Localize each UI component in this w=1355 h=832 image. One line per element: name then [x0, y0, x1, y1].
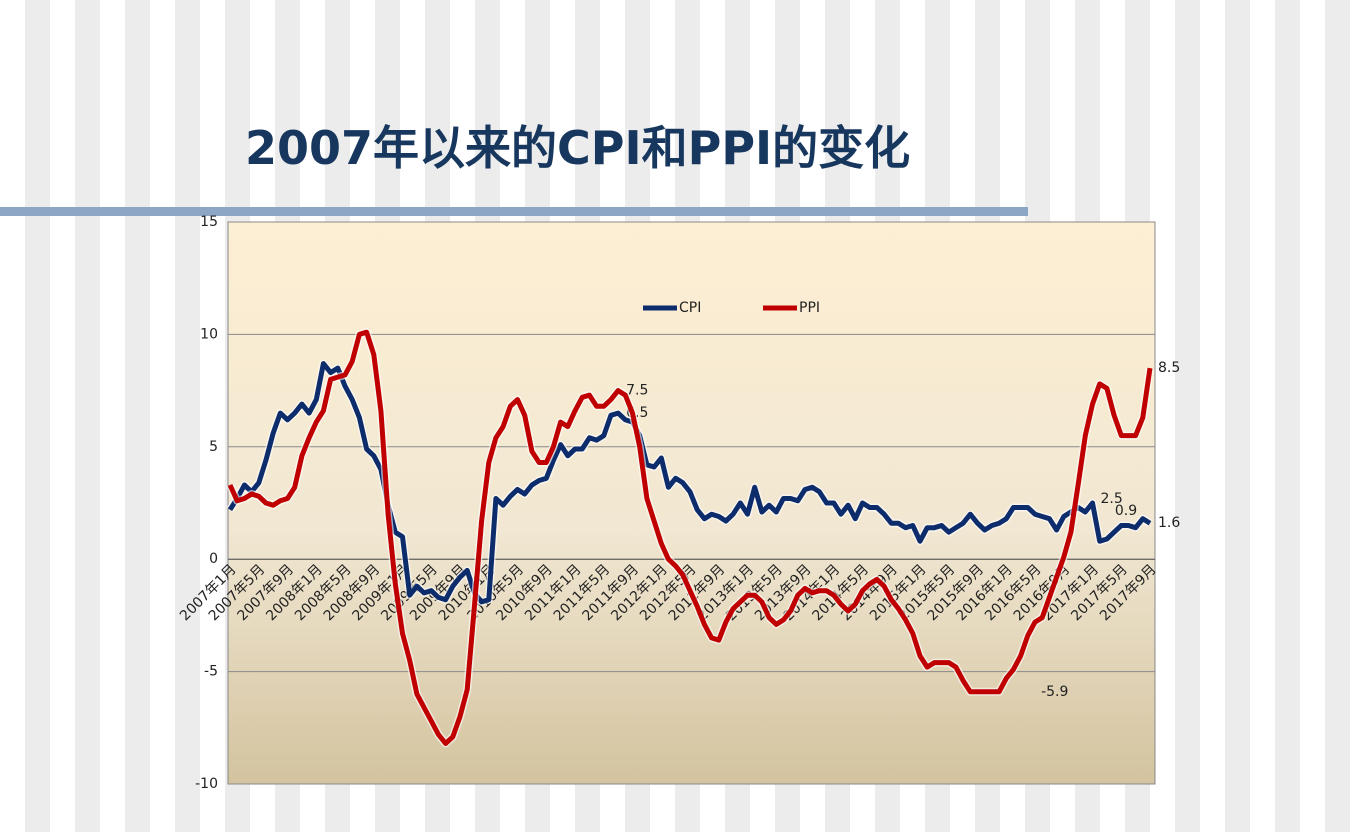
data-label: 0.9 [1115, 503, 1137, 519]
y-tick-label: 10 [200, 326, 218, 342]
data-label: -5.9 [1041, 684, 1068, 700]
series-line [227, 329, 1153, 746]
legend-label: PPI [799, 300, 820, 316]
y-tick-label: -5 [204, 664, 218, 680]
slide-title: 2007年以来的CPI和PPI的变化 [245, 121, 911, 175]
y-tick-label: 0 [209, 551, 218, 567]
y-tick-label: 5 [209, 439, 218, 455]
y-tick-label: 15 [200, 214, 218, 230]
data-label: 7.5 [626, 383, 648, 399]
y-tick-label: -10 [195, 776, 218, 792]
data-label: 2.5 [1101, 491, 1123, 507]
data-label: 1.6 [1158, 515, 1180, 531]
legend-label: CPI [679, 300, 701, 316]
data-label: 8.5 [1158, 360, 1180, 376]
title-rule [0, 207, 1028, 216]
